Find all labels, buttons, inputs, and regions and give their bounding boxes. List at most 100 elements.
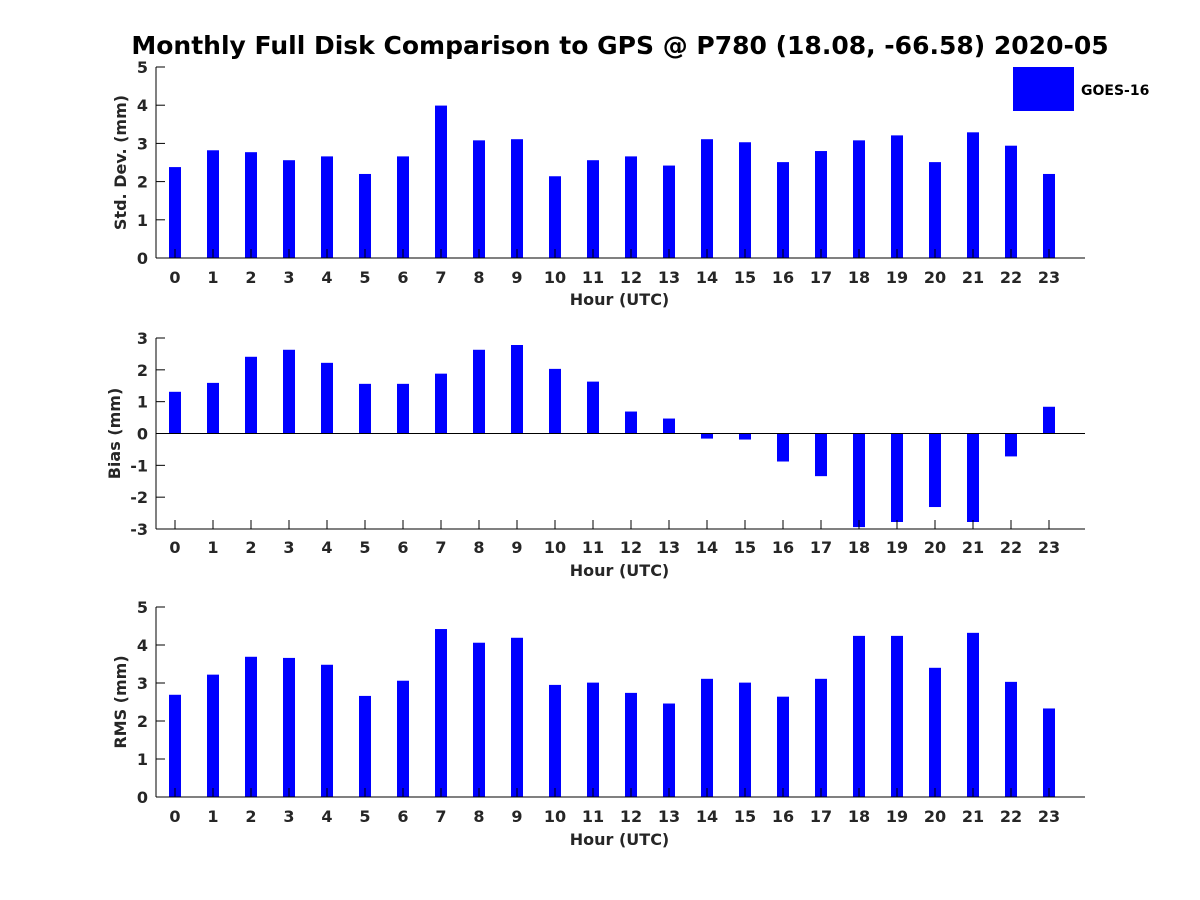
x-tick-label: 0 xyxy=(169,538,180,557)
x-tick-label: 1 xyxy=(207,538,218,557)
x-tick-label: 6 xyxy=(397,268,408,287)
x-tick-label: 8 xyxy=(473,538,484,557)
bar xyxy=(663,703,675,797)
bar xyxy=(701,139,713,258)
x-tick-label: 0 xyxy=(169,268,180,287)
x-tick-label: 16 xyxy=(772,268,794,287)
x-tick-label: 22 xyxy=(1000,268,1022,287)
bar xyxy=(435,629,447,797)
bar xyxy=(245,152,257,258)
bar xyxy=(511,637,523,797)
bar xyxy=(929,433,941,508)
bar xyxy=(473,140,485,258)
x-tick-label: 19 xyxy=(886,538,908,557)
bar xyxy=(549,176,561,258)
bar xyxy=(397,680,409,797)
bar xyxy=(397,156,409,258)
x-axis-label: Hour (UTC) xyxy=(570,561,670,580)
x-tick-label: 3 xyxy=(283,807,294,826)
x-tick-label: 10 xyxy=(544,807,566,826)
x-tick-label: 10 xyxy=(544,538,566,557)
x-tick-label: 19 xyxy=(886,807,908,826)
bar xyxy=(359,695,371,797)
y-tick-label: 1 xyxy=(137,393,148,412)
bar xyxy=(587,381,599,434)
x-tick-label: 15 xyxy=(734,268,756,287)
legend-label: GOES-16 xyxy=(1081,83,1149,99)
x-tick-label: 6 xyxy=(397,538,408,557)
x-tick-label: 20 xyxy=(924,538,946,557)
y-tick-label: -3 xyxy=(130,520,148,539)
x-tick-label: 22 xyxy=(1000,538,1022,557)
x-tick-label: 21 xyxy=(962,268,984,287)
x-tick-label: 13 xyxy=(658,807,680,826)
x-tick-label: 5 xyxy=(359,268,370,287)
x-tick-label: 12 xyxy=(620,538,642,557)
bar xyxy=(397,383,409,434)
bar xyxy=(739,682,751,797)
bar xyxy=(663,165,675,258)
x-axis-label: Hour (UTC) xyxy=(570,290,670,309)
x-tick-label: 7 xyxy=(435,538,446,557)
x-tick-label: 15 xyxy=(734,807,756,826)
x-tick-label: 17 xyxy=(810,268,832,287)
bar xyxy=(207,382,219,434)
bar xyxy=(1005,681,1017,797)
x-tick-label: 21 xyxy=(962,807,984,826)
x-tick-label: 1 xyxy=(207,268,218,287)
bar xyxy=(777,162,789,258)
x-tick-label: 5 xyxy=(359,807,370,826)
bar xyxy=(777,433,789,462)
y-tick-label: 4 xyxy=(137,636,148,655)
bar xyxy=(929,667,941,797)
x-tick-label: 4 xyxy=(321,807,332,826)
bar xyxy=(435,373,447,434)
y-tick-label: 4 xyxy=(137,96,148,115)
x-tick-label: 10 xyxy=(544,268,566,287)
x-tick-label: 16 xyxy=(772,807,794,826)
bar xyxy=(587,160,599,258)
x-tick-label: 3 xyxy=(283,268,294,287)
legend: GOES-16 xyxy=(1013,67,1149,111)
bar xyxy=(853,433,865,528)
bar xyxy=(321,664,333,797)
bar xyxy=(739,142,751,258)
x-tick-label: 14 xyxy=(696,807,718,826)
x-tick-label: 21 xyxy=(962,538,984,557)
bar xyxy=(967,132,979,258)
x-tick-label: 6 xyxy=(397,807,408,826)
bar xyxy=(283,160,295,258)
bar xyxy=(853,635,865,797)
bar xyxy=(663,418,675,434)
bar xyxy=(245,356,257,434)
x-tick-label: 9 xyxy=(511,807,522,826)
bar xyxy=(511,345,523,434)
bar xyxy=(1005,433,1017,457)
x-tick-label: 13 xyxy=(658,268,680,287)
x-tick-label: 0 xyxy=(169,807,180,826)
bar xyxy=(1043,173,1055,258)
bar xyxy=(283,349,295,434)
x-tick-label: 19 xyxy=(886,268,908,287)
y-tick-label: 5 xyxy=(137,58,148,77)
bar xyxy=(359,173,371,258)
bar xyxy=(169,167,181,258)
x-tick-label: 22 xyxy=(1000,807,1022,826)
x-tick-label: 9 xyxy=(511,268,522,287)
y-tick-label: 0 xyxy=(137,249,148,268)
x-tick-label: 14 xyxy=(696,538,718,557)
bar xyxy=(853,140,865,258)
bar xyxy=(245,656,257,797)
x-tick-label: 12 xyxy=(620,807,642,826)
x-tick-label: 3 xyxy=(283,538,294,557)
bar xyxy=(701,433,713,439)
y-tick-label: 2 xyxy=(137,173,148,192)
bar xyxy=(283,657,295,797)
bar xyxy=(321,362,333,434)
y-tick-label: 3 xyxy=(137,134,148,153)
x-tick-label: 20 xyxy=(924,268,946,287)
x-tick-label: 8 xyxy=(473,807,484,826)
